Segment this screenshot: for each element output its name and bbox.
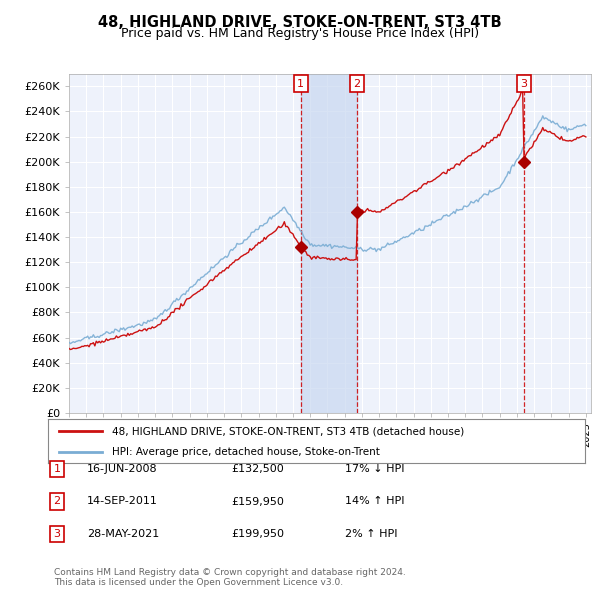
Text: 1: 1 — [53, 464, 61, 474]
Bar — [301, 74, 357, 413]
Text: 28-MAY-2021: 28-MAY-2021 — [87, 529, 159, 539]
Text: 16-JUN-2008: 16-JUN-2008 — [87, 464, 158, 474]
Text: Price paid vs. HM Land Registry's House Price Index (HPI): Price paid vs. HM Land Registry's House … — [121, 27, 479, 40]
Text: 14% ↑ HPI: 14% ↑ HPI — [345, 497, 404, 506]
Text: 1: 1 — [297, 79, 304, 89]
Text: HPI: Average price, detached house, Stoke-on-Trent: HPI: Average price, detached house, Stok… — [112, 447, 380, 457]
Text: 3: 3 — [53, 529, 61, 539]
Text: 48, HIGHLAND DRIVE, STOKE-ON-TRENT, ST3 4TB: 48, HIGHLAND DRIVE, STOKE-ON-TRENT, ST3 … — [98, 15, 502, 30]
Text: £159,950: £159,950 — [231, 497, 284, 506]
Text: 3: 3 — [520, 79, 527, 89]
Text: £132,500: £132,500 — [231, 464, 284, 474]
Text: 2% ↑ HPI: 2% ↑ HPI — [345, 529, 398, 539]
Text: 48, HIGHLAND DRIVE, STOKE-ON-TRENT, ST3 4TB (detached house): 48, HIGHLAND DRIVE, STOKE-ON-TRENT, ST3 … — [112, 427, 464, 436]
Text: £199,950: £199,950 — [231, 529, 284, 539]
Text: Contains HM Land Registry data © Crown copyright and database right 2024.
This d: Contains HM Land Registry data © Crown c… — [54, 568, 406, 587]
Text: 2: 2 — [353, 79, 361, 89]
Text: 2: 2 — [53, 497, 61, 506]
Text: 14-SEP-2011: 14-SEP-2011 — [87, 497, 158, 506]
Text: 17% ↓ HPI: 17% ↓ HPI — [345, 464, 404, 474]
